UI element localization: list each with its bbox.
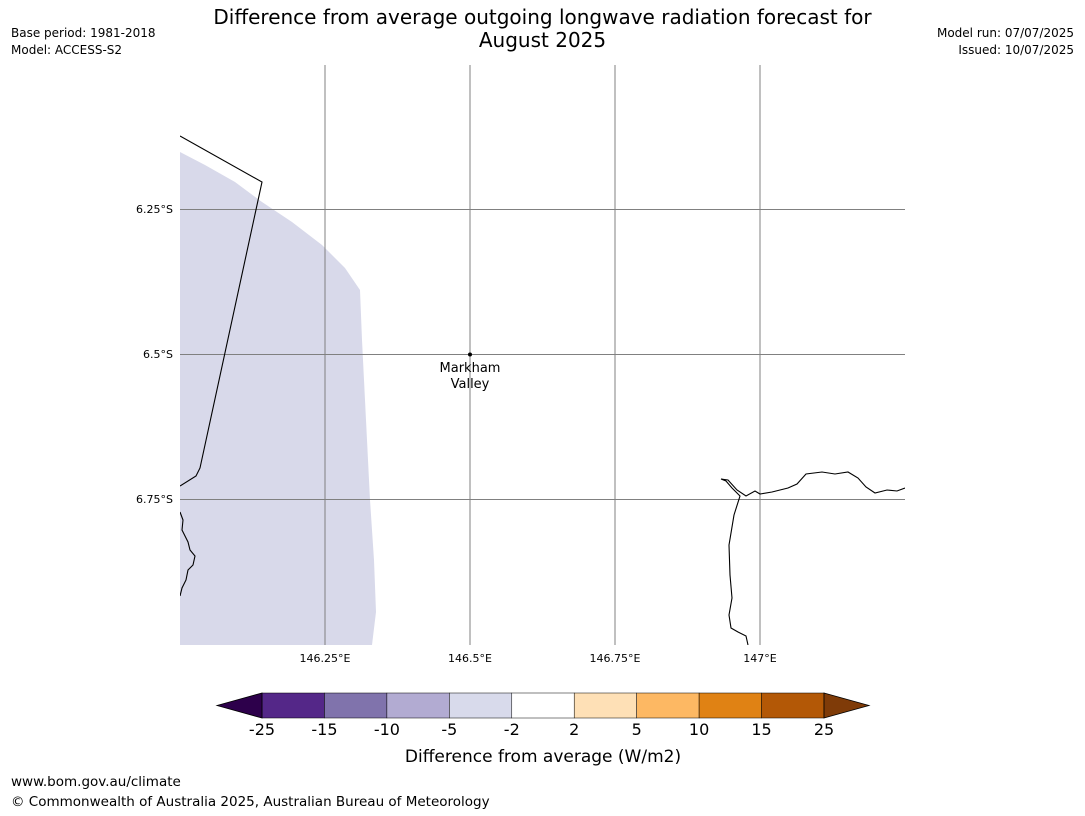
issued-date: Issued: 10/07/2025	[958, 43, 1074, 57]
title-line-1: Difference from average outgoing longwav…	[213, 5, 872, 29]
lat-label-6-75: 6.75°S	[136, 493, 173, 506]
base-period: Base period: 1981-2018	[11, 26, 156, 40]
colorbar-over-arrow	[823, 692, 871, 719]
colorbar-label: Difference from average (W/m2)	[405, 747, 681, 767]
colorbar-tick-label: -15	[311, 720, 337, 739]
meta-left: Base period: 1981-2018 Model: ACCESS-S2	[11, 25, 156, 59]
footer-url: www.bom.gov.au/climate	[11, 774, 181, 790]
west-coastline	[180, 511, 196, 597]
colorbar-bin	[449, 692, 513, 719]
colorbar-bin	[324, 692, 388, 719]
meta-right: Model run: 07/07/2025 Issued: 10/07/2025	[937, 25, 1074, 59]
colorbar-tick-label: -2	[504, 720, 520, 739]
chart-title: Difference from average outgoing longwav…	[180, 6, 905, 52]
boundaries	[180, 135, 905, 645]
colorbar-tick-label: 5	[632, 720, 642, 739]
east-coastline	[720, 471, 905, 645]
colorbar-ticks: -25 -15 -10 -5 -2 2 5 10 15 25	[249, 720, 834, 739]
colorbar-bin	[761, 692, 825, 719]
lon-label-146-25: 146.25°E	[300, 652, 351, 665]
colorbar-tick-label: -25	[249, 720, 275, 739]
place-label-line-2: Valley	[451, 377, 490, 392]
model-run: Model run: 07/07/2025	[936, 26, 1074, 40]
colorbar-bin	[698, 692, 762, 719]
colorbar-tick-label: 15	[751, 720, 771, 739]
lon-label-147: 147°E	[743, 652, 776, 665]
colorbar-tick-label: -10	[374, 720, 400, 739]
colorbar-bins	[261, 692, 825, 719]
anomaly-region	[180, 152, 376, 645]
colorbar-bin	[386, 692, 450, 719]
colorbar-under-arrow	[215, 692, 263, 719]
colorbar-bin	[261, 692, 325, 719]
model-name: Model: ACCESS-S2	[11, 43, 123, 57]
colorbar-tick-label: 2	[569, 720, 579, 739]
lat-label-6-25: 6.25°S	[136, 203, 173, 216]
lat-label-6-5: 6.5°S	[143, 348, 173, 361]
lon-label-146-5: 146.5°E	[448, 652, 492, 665]
colorbar-tick-label: 25	[814, 720, 834, 739]
colorbar-tick-label: -5	[441, 720, 457, 739]
location-marker	[468, 352, 472, 357]
colorbar-bin	[573, 692, 637, 719]
title-line-2: August 2025	[478, 28, 607, 52]
lon-label-146-75: 146.75°E	[590, 652, 641, 665]
colorbar-bin	[636, 692, 700, 719]
colorbar-tick-label: 10	[689, 720, 709, 739]
footer-copyright: © Commonwealth of Australia 2025, Austra…	[11, 794, 490, 810]
colorbar-bin	[511, 692, 575, 719]
place-label-line-1: Markham	[440, 361, 501, 376]
province-boundary	[180, 135, 263, 487]
